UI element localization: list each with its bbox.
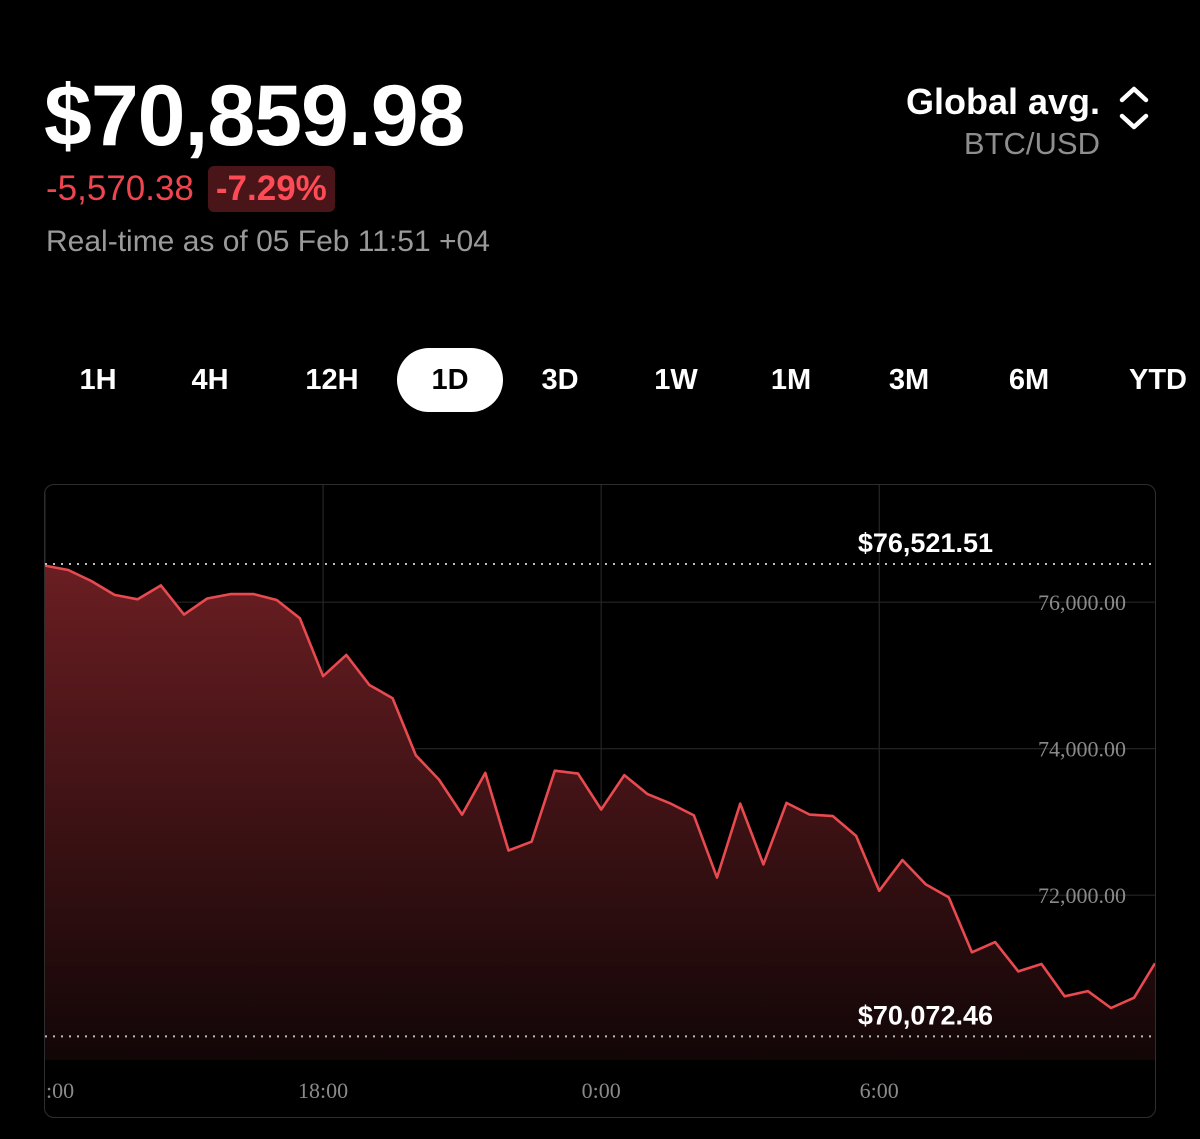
tab-3m[interactable]: 3M	[888, 364, 930, 396]
x-tick-label-2: 0:00	[582, 1078, 621, 1103]
price-change-absolute: -5,570.38	[46, 169, 194, 208]
y-tick-label-2: 72,000.00	[1038, 883, 1126, 908]
tab-1w[interactable]: 1W	[654, 364, 698, 396]
price-chart[interactable]: $76,521.51 $70,072.46 76,000.00 74,000.00 72…	[44, 484, 1156, 1118]
current-price: $70,859.98	[44, 68, 465, 164]
tab-ytd[interactable]: YTD	[1129, 364, 1187, 396]
swap-vertical-icon[interactable]	[1116, 84, 1152, 132]
y-tick-label-1: 74,000.00	[1038, 737, 1126, 762]
tab-4h[interactable]: 4H	[191, 364, 229, 396]
tab-12h[interactable]: 12H	[305, 364, 359, 396]
tab-1d[interactable]: 1D	[397, 348, 503, 412]
price-change-percent-badge: -7.29%	[207, 166, 335, 212]
price-source-selector[interactable]: Global avg. BTC/USD	[906, 80, 1100, 164]
price-source-name: Global avg.	[905, 81, 1100, 122]
realtime-timestamp: Real-time as of 05 Feb 11:51 +04	[46, 225, 490, 258]
tab-1m[interactable]: 1M	[770, 364, 812, 396]
price-area-fill	[45, 565, 1155, 1060]
tab-3d[interactable]: 3D	[541, 364, 579, 396]
trading-pair-label: BTC/USD	[963, 126, 1100, 161]
price-change-row: -5,570.38 -7.29%	[46, 166, 335, 212]
timeframe-tabs: 1H 4H 12H 1D 3D 1W 1M 3M 6M YTD	[0, 348, 1200, 412]
y-tick-label-0: 76,000.00	[1038, 590, 1126, 615]
price-line	[45, 564, 1155, 1010]
x-tick-label-0: 2:00	[45, 1078, 74, 1103]
x-tick-label-1: 18:00	[298, 1078, 348, 1103]
tab-6m[interactable]: 6M	[1008, 364, 1050, 396]
high-price-label: $76,521.51	[858, 528, 993, 558]
low-price-label: $70,072.46	[858, 1000, 993, 1030]
price-chart-svg: $76,521.51 $70,072.46 76,000.00 74,000.00 72…	[45, 485, 1155, 1103]
tab-1h[interactable]: 1H	[79, 364, 117, 396]
x-tick-label-3: 6:00	[860, 1078, 899, 1103]
